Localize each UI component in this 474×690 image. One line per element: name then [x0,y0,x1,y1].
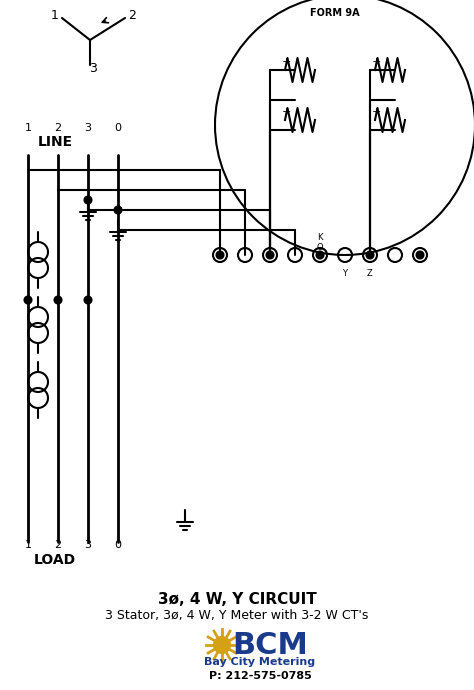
Circle shape [25,297,31,304]
Circle shape [417,251,423,259]
Text: 3: 3 [84,540,91,550]
Text: 1: 1 [51,8,59,21]
Circle shape [217,251,224,259]
Text: +: + [282,57,292,67]
Text: 2: 2 [128,8,136,21]
Text: Y: Y [343,268,347,277]
Text: +: + [282,107,292,117]
Text: 2: 2 [55,540,62,550]
Text: BCM: BCM [232,631,308,660]
Text: 1: 1 [25,540,31,550]
Circle shape [84,197,91,204]
Text: Bay City Metering: Bay City Metering [204,657,316,667]
Circle shape [266,251,273,259]
Text: FORM 9A: FORM 9A [310,8,360,18]
Text: 3: 3 [89,61,97,75]
Circle shape [115,206,121,213]
Text: Z: Z [367,268,373,277]
Text: 3ø, 4 W, Y CIRCUIT: 3ø, 4 W, Y CIRCUIT [158,593,316,607]
Text: LINE: LINE [37,135,73,149]
Circle shape [366,251,374,259]
Text: 0: 0 [115,123,121,133]
Text: 0: 0 [115,540,121,550]
Text: +: + [372,107,382,117]
Text: 3 Stator, 3ø, 4 W, Y Meter with 3-2 W CT's: 3 Stator, 3ø, 4 W, Y Meter with 3-2 W CT… [105,609,369,622]
Text: 3: 3 [84,123,91,133]
Text: K: K [317,233,323,241]
Circle shape [214,637,230,653]
Text: LOAD: LOAD [34,553,76,567]
Text: O: O [317,242,323,251]
Text: P: 212-575-0785: P: 212-575-0785 [209,671,311,681]
Circle shape [55,297,62,304]
Text: 2: 2 [55,123,62,133]
Circle shape [317,251,323,259]
Text: +: + [372,57,382,67]
Text: 1: 1 [25,123,31,133]
Circle shape [84,297,91,304]
